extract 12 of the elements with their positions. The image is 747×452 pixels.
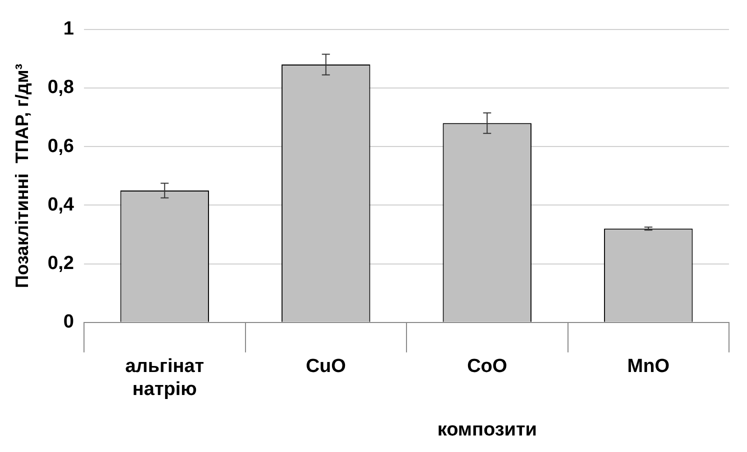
y-tick-label: 0,8 — [48, 77, 74, 98]
y-tick-label: 0,4 — [48, 194, 74, 216]
y-axis-title: Позаклітинні ТПАР, г/дм³ — [12, 64, 32, 288]
x-tick-label: альгінат натрію — [125, 356, 204, 400]
y-tick-label: 0,6 — [48, 136, 74, 157]
x-tick-label: CoO — [467, 356, 508, 378]
x-tick-label: MnO — [627, 356, 670, 378]
text: композити — [437, 420, 537, 441]
y-tick-label: 0 — [63, 312, 74, 333]
y-tick-label: 1 — [63, 18, 74, 40]
y-tick-label: 0,2 — [48, 253, 74, 274]
x-tick-label: CuO — [306, 356, 346, 378]
